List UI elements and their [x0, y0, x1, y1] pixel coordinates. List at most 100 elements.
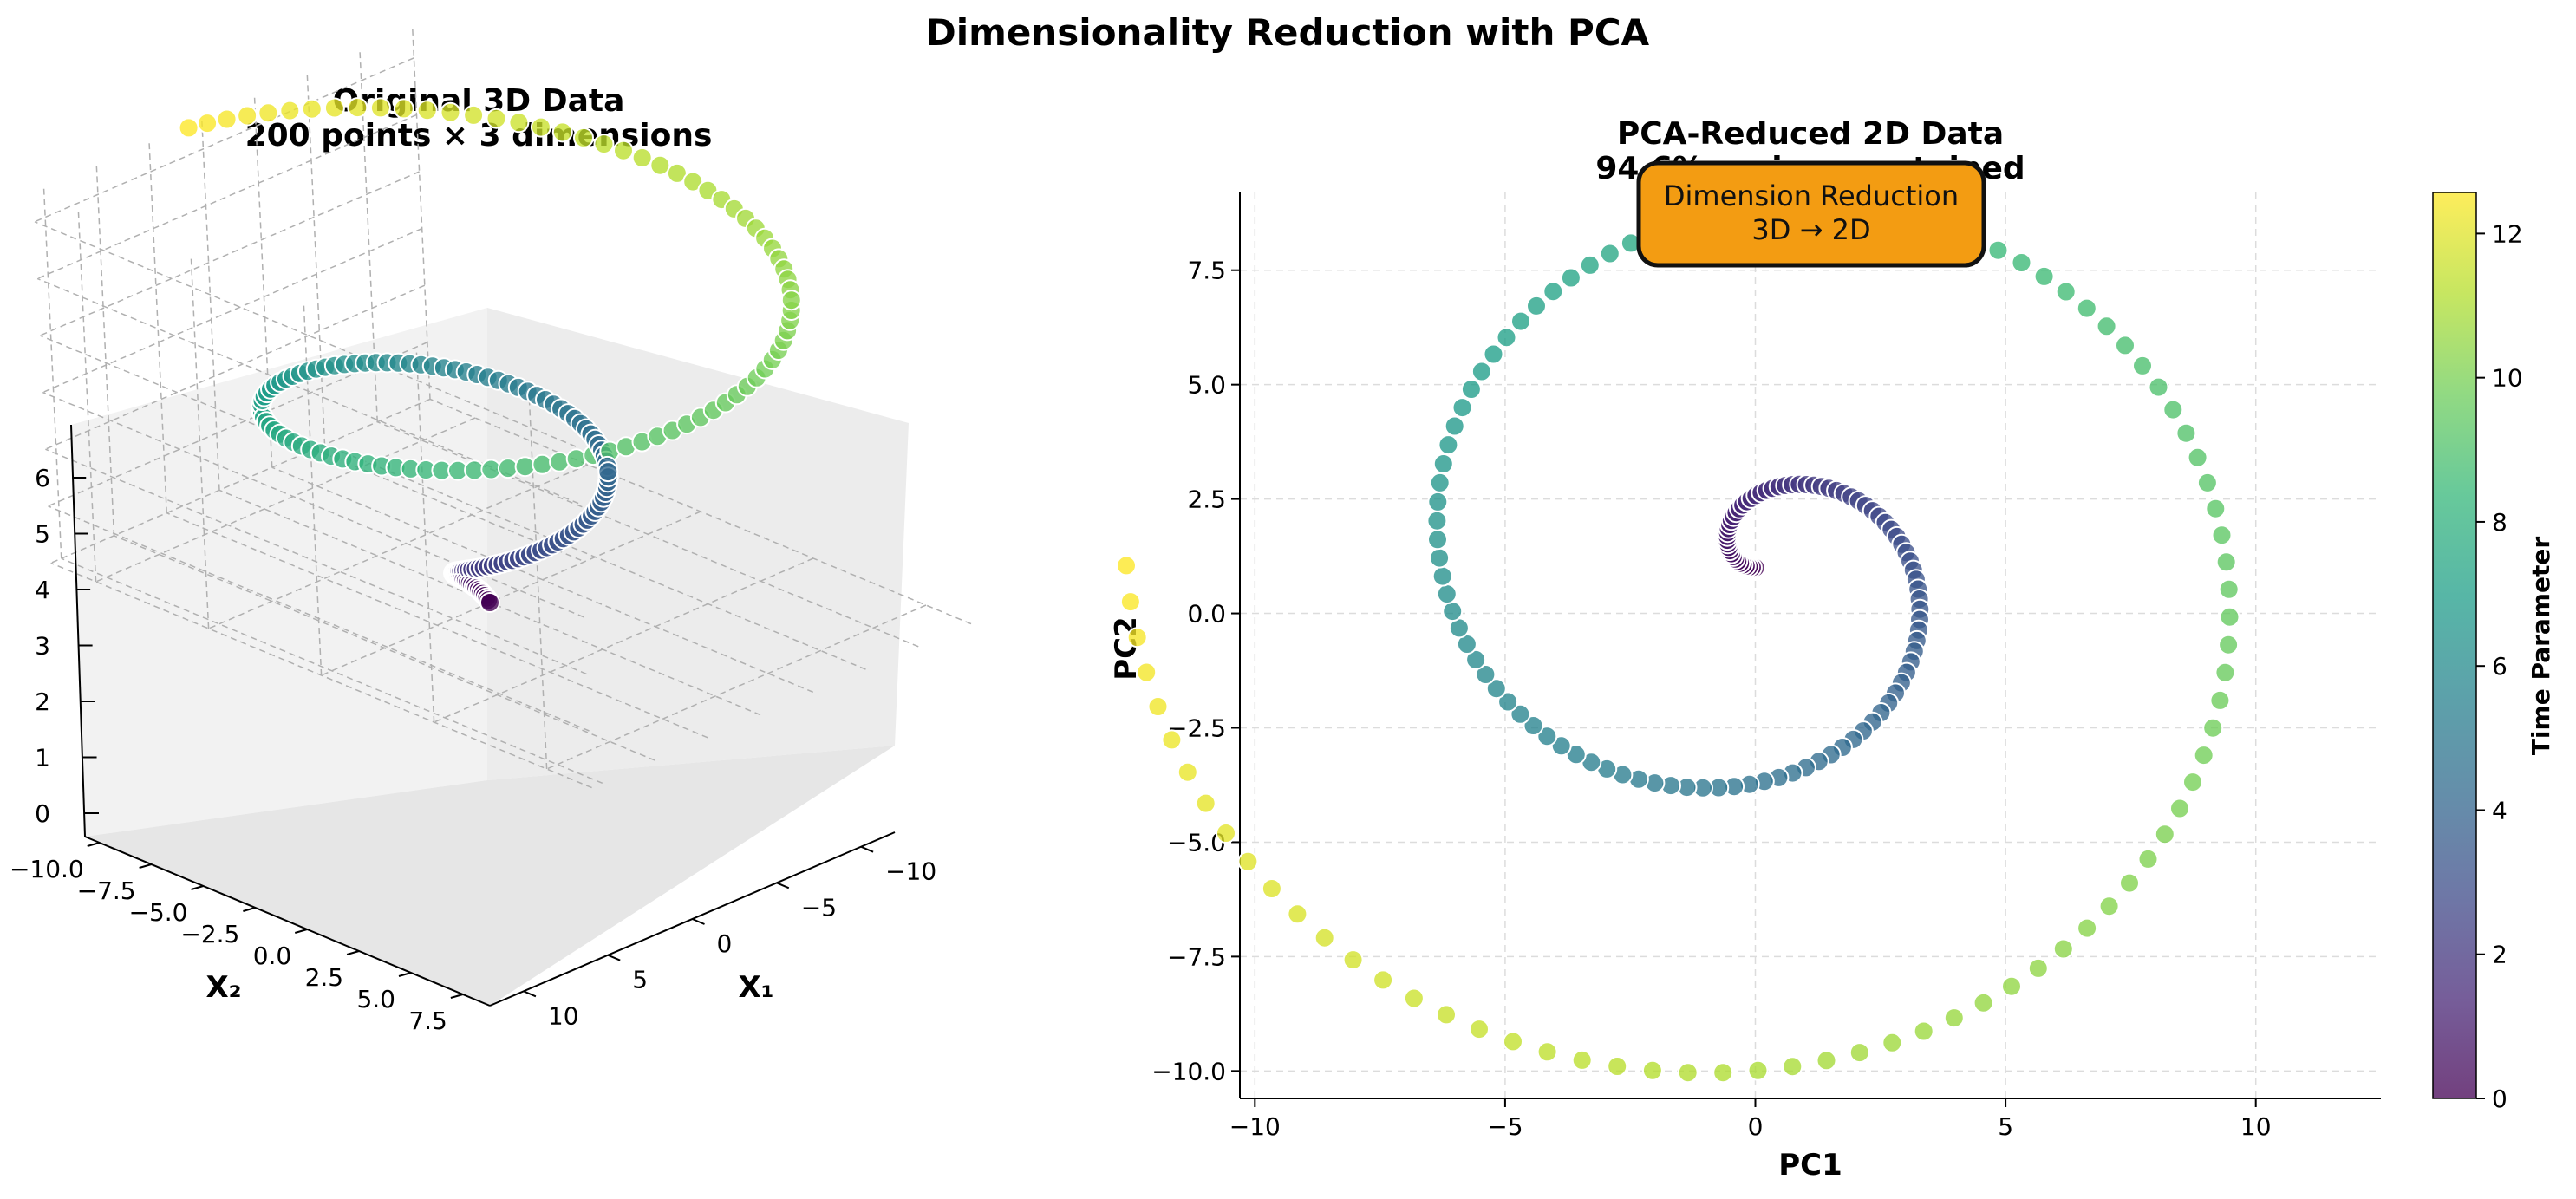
z-axis-line — [70, 424, 86, 837]
y-tick — [191, 885, 204, 890]
data-point-2d — [2096, 316, 2117, 337]
data-point-3d — [551, 121, 573, 143]
data-point-2d — [1987, 239, 2009, 261]
data-point-3d — [279, 100, 301, 121]
x-tick-label: −10 — [885, 857, 936, 886]
data-point-2d — [2182, 772, 2203, 793]
data-point-2d — [1526, 295, 1547, 316]
grid-line — [95, 417, 476, 583]
data-point-2d — [1712, 1062, 1734, 1084]
pane-floor — [85, 746, 895, 1006]
data-point-2d — [1849, 1042, 1870, 1064]
data-point-2d — [2115, 335, 2136, 356]
ticks-2d: −10 −5 0 5 10−10.0−7.5−5.0−2.50.02.55.07.5 — [1151, 257, 2271, 1141]
data-point-2d — [1427, 529, 1448, 551]
grid-line — [271, 466, 814, 694]
data-point-2d — [2193, 745, 2214, 766]
data-point-3d — [666, 162, 688, 184]
ticks-3d: 0 1 2 3 4 5 6 −10.0−7.5−5.0−2.5 0.0 2.5 5.0 7.5 −10 −… — [10, 464, 936, 1035]
data-point-2d — [1471, 361, 1492, 382]
x-tick-label: −10 — [1229, 1112, 1281, 1141]
grid-line — [36, 114, 417, 280]
data-point-2d — [2052, 938, 2074, 960]
data-point-2d — [1503, 1031, 1523, 1052]
annotation-background — [1636, 160, 1986, 268]
data-point-2d — [1216, 823, 1236, 844]
data-point-2d — [1782, 1056, 1803, 1078]
x-tick-label: 0 — [1748, 1112, 1764, 1141]
data-point-3d — [497, 458, 518, 479]
data-point-3d — [216, 108, 238, 130]
annotation-line2: 3D → 2D — [1751, 213, 1870, 246]
data-point-2d — [1497, 691, 1519, 713]
data-point-2d — [2027, 957, 2049, 979]
data-point-2d — [2211, 525, 2233, 546]
data-point-2d — [1147, 696, 1169, 717]
data-point-2d — [2202, 717, 2224, 739]
data-point-3d — [479, 592, 500, 613]
y-tick-label: −10.0 — [10, 855, 84, 883]
data-point-2d — [1816, 1050, 1837, 1072]
y-tick-label: 0.0 — [253, 942, 292, 970]
data-point-2d — [1442, 601, 1464, 622]
data-point-2d — [1747, 1059, 1769, 1081]
z-tick-label: 1 — [35, 744, 50, 772]
data-point-2d — [2132, 355, 2153, 376]
data-point-2d — [1314, 927, 1335, 948]
data-point-2d — [2162, 399, 2184, 420]
data-point-2d — [1431, 565, 1453, 587]
data-point-2d — [2215, 551, 2237, 573]
data-point-2d — [1427, 491, 1449, 512]
data-point-3d — [508, 112, 530, 134]
x-tick-label: 5 — [632, 966, 648, 994]
data-point-2d — [1677, 1062, 1699, 1084]
data-point-2d — [2119, 872, 2140, 894]
data-point-2d — [2175, 422, 2197, 444]
data-point-2d — [1943, 1007, 1965, 1029]
data-point-2d — [1432, 453, 1454, 474]
x-axis-label-3d: X₁ — [738, 970, 773, 1005]
data-point-2d — [2033, 265, 2055, 287]
data-point-2d — [1136, 661, 1158, 683]
y-tick-label: 7.5 — [1187, 257, 1226, 285]
data-point-2d — [1523, 715, 1544, 736]
y-tick-label: 2.5 — [1187, 485, 1226, 514]
data-point-2d — [1438, 434, 1459, 456]
grid-line — [42, 391, 584, 618]
data-point-2d — [1116, 555, 1137, 577]
data-point-2d — [2187, 446, 2208, 468]
grid-line — [61, 557, 603, 785]
data-point-2d — [1126, 627, 1148, 648]
grid-line — [39, 171, 420, 336]
y-tick-label: −7.5 — [77, 876, 136, 905]
x-tick-label: −5 — [801, 893, 837, 922]
data-point-2d — [2055, 281, 2077, 303]
data-point-2d — [1641, 1059, 1663, 1081]
data-point-3d — [369, 97, 391, 119]
colorbar-tick-label: 12 — [2492, 219, 2523, 248]
x-tick — [692, 918, 705, 925]
y-tick-label: −5.0 — [129, 898, 188, 927]
colorbar-tick-label: 6 — [2492, 652, 2508, 681]
colorbar-tick-label: 0 — [2492, 1085, 2508, 1113]
colorbar — [2433, 192, 2476, 1098]
z-tick-label: 2 — [35, 687, 50, 716]
data-point-2d — [1119, 591, 1141, 613]
colorbar-tick-label: 2 — [2492, 941, 2508, 969]
grid-line — [546, 604, 927, 770]
colorbar-ticks: 0 2 4 6 8 10 12 — [2476, 219, 2523, 1113]
y-tick-label: 5.0 — [356, 985, 395, 1013]
data-point-3d — [197, 113, 218, 134]
data-point-2d — [1571, 1049, 1593, 1071]
data-point-2d — [2148, 376, 2169, 398]
y-tick-label: −10.0 — [1151, 1057, 1226, 1085]
data-point-2d — [1973, 992, 1994, 1013]
data-point-3d — [463, 104, 485, 126]
x-tick-label: 0 — [717, 929, 733, 958]
x-axis-label-2d: PC1 — [1778, 1148, 1842, 1183]
data-point-2d — [2001, 975, 2022, 997]
data-point-2d — [1536, 1041, 1558, 1063]
data-point-3d — [549, 451, 571, 472]
data-point-2d — [1161, 729, 1183, 751]
